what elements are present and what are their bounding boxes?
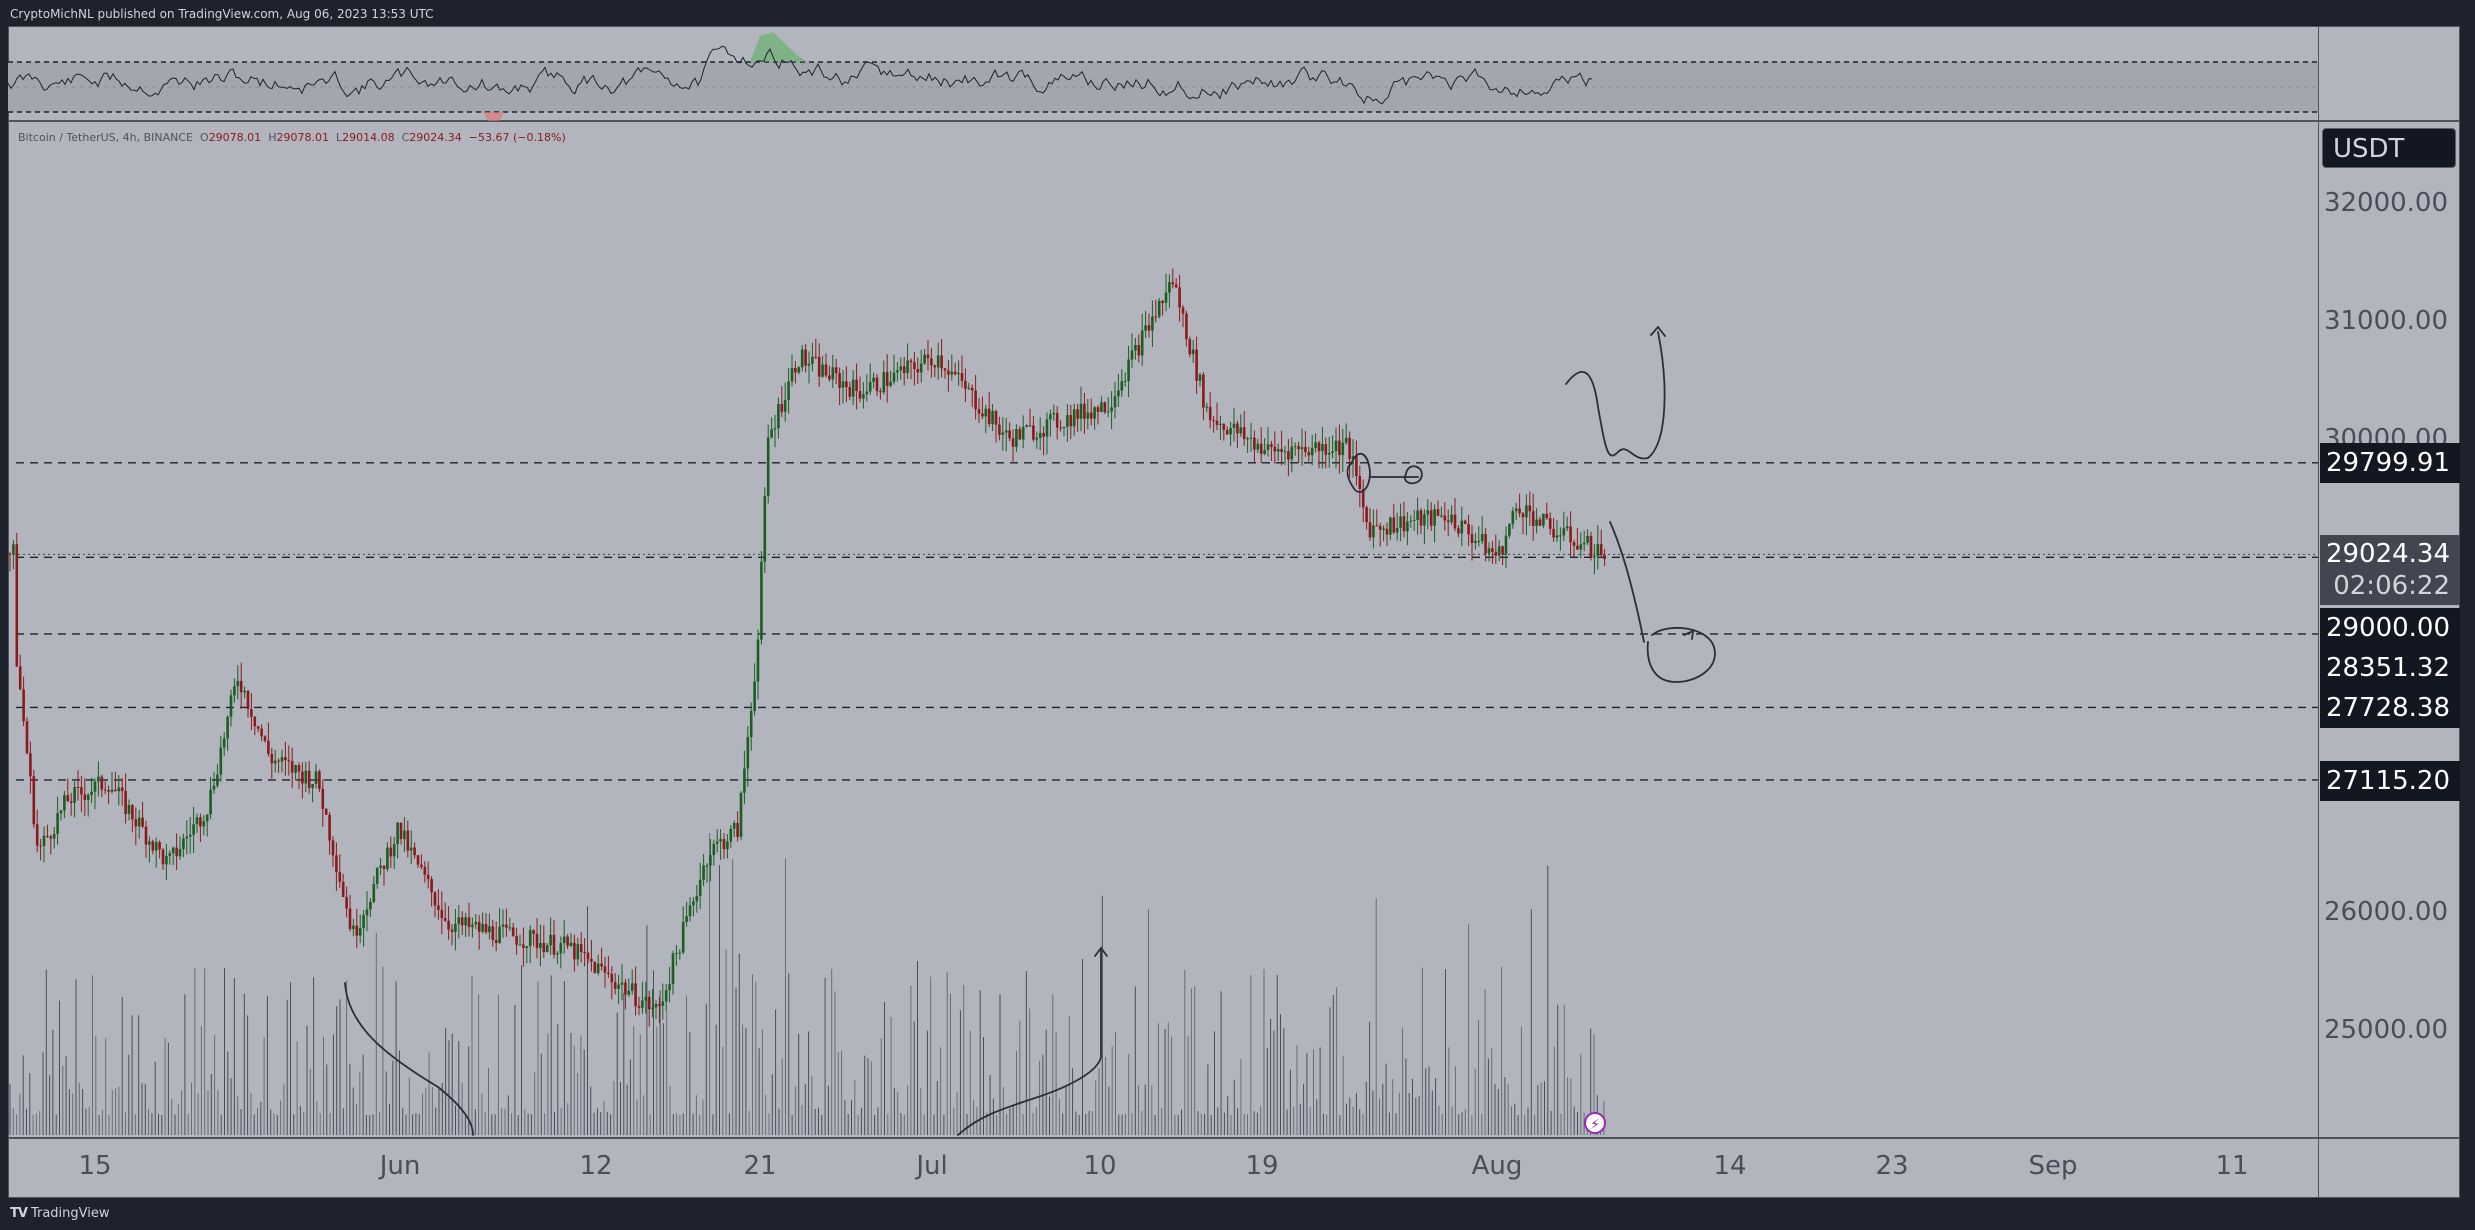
time-tick: Sep (2028, 1151, 2078, 1181)
price-tick: 26000.00 (2323, 896, 2448, 927)
lightning-icon[interactable]: ⚡ (1584, 1112, 1606, 1134)
price-axis[interactable]: 32000.00 31000.00 30000.00 26000.00 25000.00… (2318, 122, 2460, 1137)
rsi-pane[interactable] (8, 26, 2318, 122)
time-tick: 19 (1245, 1151, 1279, 1181)
time-tick: 23 (1875, 1151, 1909, 1181)
time-tick: Aug (1471, 1151, 1523, 1181)
publisher-line: CryptoMichNL published on TradingView.co… (10, 7, 434, 21)
time-tick: 21 (743, 1151, 777, 1181)
time-tick: Jun (379, 1151, 421, 1181)
time-tick: 11 (2215, 1151, 2249, 1181)
rsi-axis[interactable] (2318, 26, 2460, 122)
time-tick: 14 (1713, 1151, 1747, 1181)
price-pane[interactable] (8, 122, 2318, 1137)
brand-name: TradingView (30, 1206, 110, 1221)
rsi-plot (8, 32, 2318, 121)
chart-frame (8, 26, 2460, 1198)
low-value: 29014.08 (342, 131, 395, 144)
price-tick: 31000.00 (2323, 306, 2448, 337)
change-value: −53.67 (−0.18%) (468, 131, 566, 144)
close-value: 29024.34 (409, 131, 462, 144)
time-tick: 15 (78, 1151, 112, 1181)
open-value: 29078.01 (208, 131, 262, 144)
price-level-tag: 27115.20 (2320, 761, 2460, 801)
candlestick-plot (8, 268, 2318, 1136)
time-tick: 12 (579, 1151, 613, 1181)
price-level-tag: 29799.91 (2320, 443, 2460, 483)
time-axis[interactable]: 15 Jun 12 21 Jul 10 19 Aug 14 23 Sep 11 (8, 1137, 2318, 1197)
price-level-tag: 29000.00 (2320, 608, 2460, 648)
high-value: 29078.01 (276, 131, 329, 144)
price-level-tag: 28351.32 (2320, 648, 2460, 688)
publisher-bar: CryptoMichNL published on TradingView.co… (0, 0, 2475, 26)
time-tick: 10 (1083, 1151, 1117, 1181)
tradingview-logo[interactable]: TV TradingView (10, 1206, 109, 1221)
time-tick: Jul (916, 1151, 948, 1181)
footer-bar: TV TradingView (0, 1198, 2475, 1230)
price-tick: 25000.00 (2323, 1014, 2448, 1045)
price-level-tag: 27728.38 (2320, 688, 2460, 728)
current-price-tag: 29024.34 02:06:22 (2320, 535, 2460, 605)
tv-logo-icon: TV (10, 1206, 28, 1221)
axis-corner (2318, 1137, 2460, 1197)
symbol-legend: Bitcoin / TetherUS, 4h, BINANCE O29078.0… (18, 131, 566, 144)
currency-button[interactable]: USDT (2322, 128, 2456, 168)
price-tick: 32000.00 (2323, 188, 2448, 218)
symbol-name: Bitcoin / TetherUS, 4h, BINANCE (18, 131, 194, 144)
